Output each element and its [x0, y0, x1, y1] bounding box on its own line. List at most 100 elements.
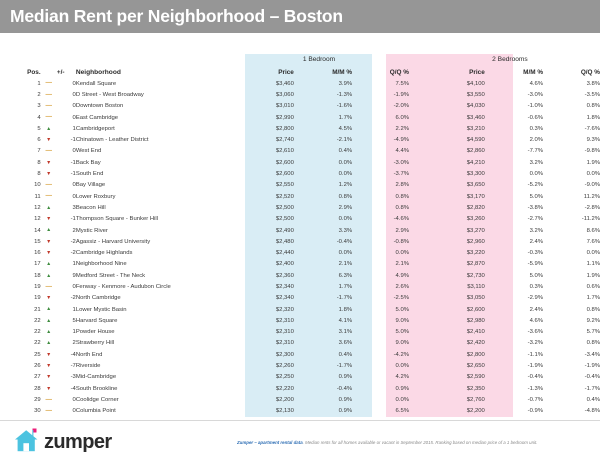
cell-qq-1br: 0.8% — [395, 193, 409, 200]
cell-qq-1br: 2.9% — [395, 227, 409, 234]
cell-neighborhood: Neighborhood Nine — [75, 261, 127, 268]
cell-position: 21 — [34, 306, 41, 313]
cell-price-2br: $3,110 — [467, 283, 485, 290]
cell-mm-2br: -5.2% — [527, 182, 544, 189]
change-arrow-icon: — — [41, 180, 57, 191]
cell-mm-2br: -7.7% — [527, 148, 544, 155]
cell-qq-1br: -3.0% — [393, 159, 409, 166]
cell-qq-2br: 1.1% — [586, 261, 600, 268]
cell-mm-1br: 1.2% — [338, 182, 353, 189]
cell-qq-1br: 4.4% — [395, 148, 409, 155]
cell-change: 0 — [72, 80, 76, 87]
spacer — [218, 327, 237, 338]
cell-mm-1br: -0.4% — [336, 238, 353, 245]
cell-qq-2br: -3.5% — [584, 91, 600, 98]
cell-change: -3 — [70, 374, 76, 381]
header-qq-1br: Q/Q % — [389, 69, 409, 76]
cell-position: 8 — [37, 159, 41, 166]
change-arrow-icon: ▼ — [41, 236, 57, 247]
cell-price-1br: $2,800 — [275, 125, 294, 132]
cell-price-2br: $2,800 — [466, 351, 485, 358]
cell-change: 0 — [72, 283, 76, 290]
cell-price-2br: $2,730 — [466, 272, 485, 279]
cell-qq-2br: -4.8% — [584, 408, 600, 415]
group-header-row: 1 Bedroom 2 Bedrooms — [0, 54, 600, 65]
spacer — [218, 78, 237, 89]
cell-qq-1br: -2.5% — [393, 295, 409, 302]
cell-mm-2br: 3.2% — [529, 159, 544, 166]
change-down-icon: ▼ — [46, 374, 52, 381]
table-row: 4 — 0 East Cambridge $2,990 1.7% 6.0% $3,460 -0.… — [0, 112, 600, 123]
change-arrow-icon: ▼ — [41, 383, 57, 394]
cell-qq-2br: -3.4% — [584, 351, 600, 358]
cell-position: 14 — [34, 227, 41, 234]
cell-neighborhood: West End — [75, 148, 102, 155]
change-down-icon: ▼ — [46, 159, 52, 166]
cell-mm-1br: 0.4% — [338, 351, 353, 358]
cell-qq-2br: 9.2% — [586, 317, 600, 324]
cell-neighborhood: Mid-Cambridge — [75, 374, 117, 381]
cell-change: 5 — [72, 317, 76, 324]
cell-position: 30 — [34, 408, 41, 415]
spacer — [409, 78, 428, 89]
cell-mm-2br: 5.0% — [529, 272, 544, 279]
spacer — [218, 101, 237, 112]
spacer — [409, 293, 428, 304]
table-row: 14 ▲ 2 Mystic River $2,490 3.3% 2.9% $3,270 3.2%… — [0, 225, 600, 236]
cell-qq-1br: -4.9% — [393, 137, 409, 144]
cell-price-1br: $2,310 — [275, 340, 294, 347]
header-price-2br: Price — [469, 69, 485, 76]
spacer — [409, 281, 428, 292]
cell-position: 11 — [34, 193, 41, 200]
table-row: 18 ▲ 9 Medford Street - The Neck $2,360 6.3% 4… — [0, 270, 600, 281]
table-row: 17 ▲ 1 Neighborhood Nine $2,400 2.1% 2.1% $2,87… — [0, 259, 600, 270]
cell-qq-1br: 9.0% — [395, 340, 409, 347]
spacer — [218, 372, 237, 383]
cell-price-1br: $2,600 — [275, 159, 294, 166]
cell-qq-1br: 0.9% — [395, 385, 409, 392]
change-up-icon: ▲ — [46, 227, 52, 234]
cell-change: 0 — [72, 182, 76, 189]
spacer — [218, 112, 237, 123]
table-row: 22 ▲ 5 Harvard Square $2,310 4.1% 9.0% $2,980 4.… — [0, 315, 600, 326]
table-row: 25 ▼ -4 North End $2,300 0.4% -4.2% $2,800 -1.1%… — [0, 349, 600, 360]
change-down-icon: ▼ — [46, 238, 52, 245]
change-arrow-icon: ▼ — [41, 134, 57, 145]
cell-neighborhood: Strawberry Hill — [75, 340, 115, 347]
change-up-icon: ▲ — [46, 306, 52, 313]
cell-price-1br: $2,250 — [275, 374, 294, 381]
cell-qq-2br: 1.8% — [586, 114, 600, 121]
band-two-bedrooms — [386, 54, 513, 417]
change-arrow-icon: ▲ — [41, 225, 57, 236]
cell-position: 28 — [34, 385, 41, 392]
change-arrow-icon: ▼ — [41, 214, 57, 225]
spacer — [409, 168, 428, 179]
cell-price-2br: $4,030 — [466, 103, 485, 110]
zumper-logo[interactable]: zumper — [14, 427, 112, 453]
source-link[interactable]: Zumper – apartment rental data — [237, 440, 303, 445]
cell-position: 12 — [34, 204, 41, 211]
spacer — [409, 372, 428, 383]
house-icon — [14, 427, 40, 453]
cell-price-1br: $2,360 — [275, 272, 294, 279]
cell-qq-2br: -1.9% — [584, 363, 600, 370]
change-flat-icon: — — [45, 407, 53, 414]
cell-change: 0 — [72, 91, 76, 98]
cell-mm-2br: -0.6% — [527, 114, 544, 121]
cell-position: 6 — [37, 137, 41, 144]
cell-qq-2br: 0.0% — [586, 171, 600, 178]
cell-position: 22 — [34, 317, 41, 324]
cell-neighborhood: Beacon Hill — [75, 204, 106, 211]
cell-qq-1br: 5.0% — [395, 306, 409, 313]
cell-qq-2br: 1.7% — [586, 295, 600, 302]
spacer — [218, 259, 237, 270]
change-down-icon: ▼ — [46, 137, 52, 144]
change-arrow-icon: ▼ — [41, 168, 57, 179]
cell-price-2br: $2,980 — [466, 317, 485, 324]
cell-neighborhood: Thompson Square - Bunker Hill — [75, 216, 159, 223]
table-row: 15 ▼ -2 Agassiz - Harvard University $2,480 -… — [0, 236, 600, 247]
change-up-icon: ▲ — [46, 340, 52, 347]
change-up-icon: ▲ — [46, 317, 52, 324]
spacer — [218, 236, 237, 247]
group-label-two-bedrooms: 2 Bedrooms — [492, 56, 528, 63]
